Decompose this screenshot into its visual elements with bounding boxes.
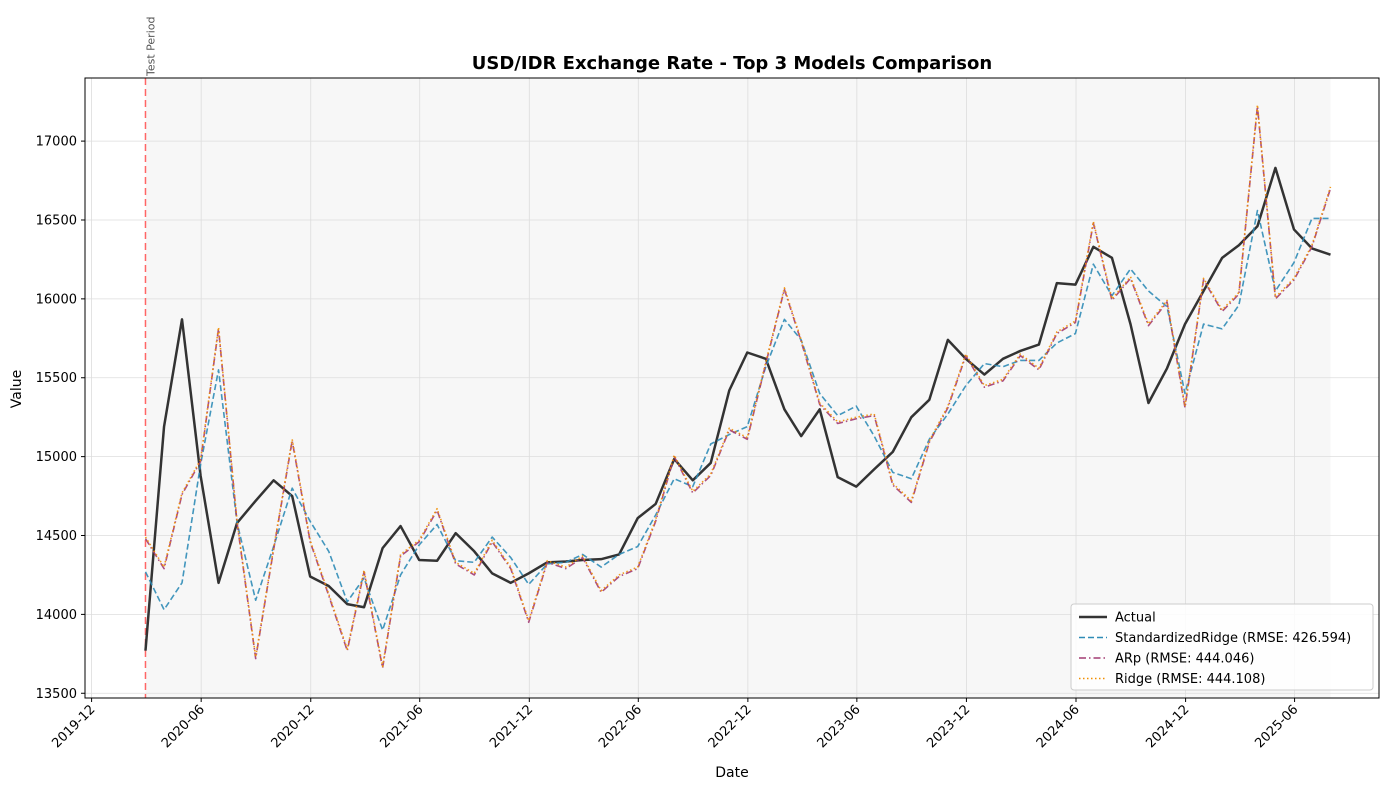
plot-area: Test Period 13500 14000 14500 15000 15500 1600… [36, 17, 1379, 752]
y-tick-label: 15500 [36, 371, 77, 386]
legend-label-1: StandardizedRidge (RMSE: 426.594) [1115, 631, 1351, 646]
y-tick-label: 16500 [36, 213, 77, 228]
y-tick-label: 15000 [36, 450, 77, 465]
y-tick-label: 13500 [36, 687, 77, 702]
y-tick-label: 17000 [36, 135, 77, 150]
chart-title: USD/IDR Exchange Rate - Top 3 Models Com… [472, 53, 992, 74]
legend-label-0: Actual [1115, 611, 1156, 626]
legend-label-3: Ridge (RMSE: 444.108) [1115, 672, 1265, 687]
legend-label-2: ARp (RMSE: 444.046) [1115, 652, 1254, 667]
test-period-label: Test Period [144, 17, 157, 77]
x-axis-label: Date [715, 765, 748, 781]
y-axis-label: Value [9, 370, 25, 408]
y-tick-label: 14500 [36, 529, 77, 544]
y-tick-label: 14000 [36, 608, 77, 623]
legend: Actual StandardizedRidge (RMSE: 426.594) A… [1071, 604, 1373, 690]
y-tick-label: 16000 [36, 292, 77, 307]
